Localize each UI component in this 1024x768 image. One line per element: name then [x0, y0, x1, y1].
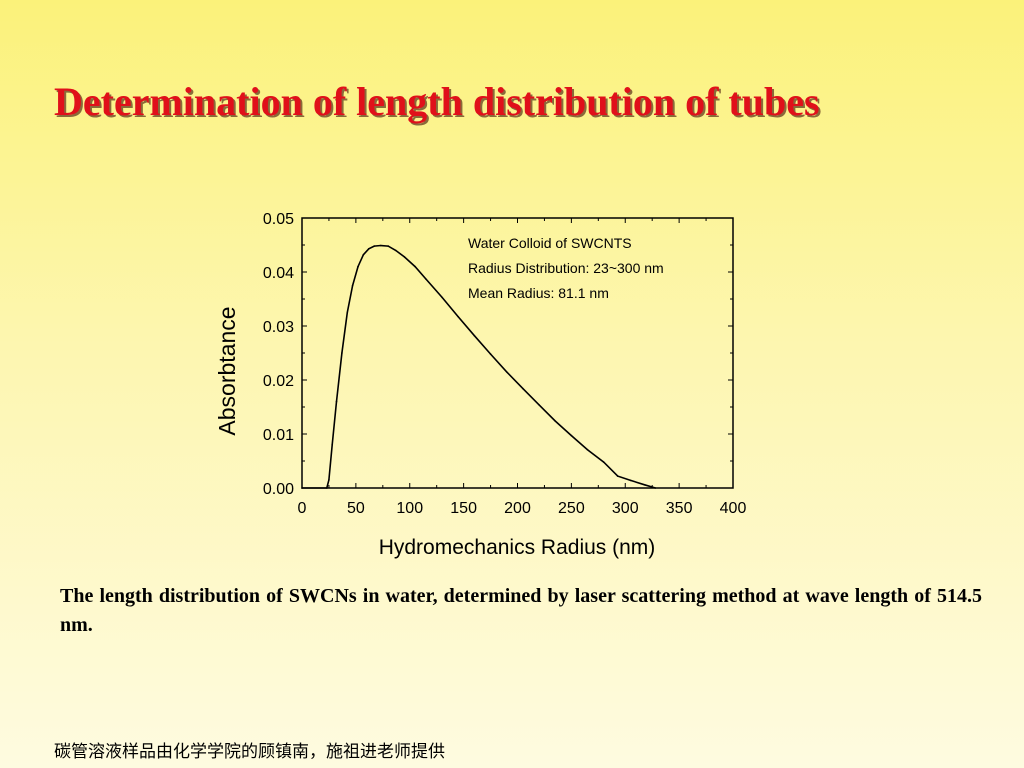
data-point: [554, 420, 556, 422]
curve-points: [301, 244, 657, 489]
data-point: [425, 278, 427, 280]
y-tick-label: 0.00: [263, 481, 294, 498]
absorbance-chart: 0 50 100 150 200 250 300 350 400 0.000.010.020.0…: [214, 211, 747, 559]
x-tick-label: 0: [298, 500, 307, 517]
y-tick-label: 0.05: [263, 211, 294, 228]
y-tick-label: 0.02: [263, 373, 294, 390]
y-tick-labels: 0.00 0.01 0.02 0.03 0.04 0.05: [263, 211, 294, 498]
data-point: [394, 249, 397, 252]
figure-caption: The length distribution of SWCNs in wate…: [60, 585, 982, 636]
x-tick-label: 50: [347, 500, 365, 517]
data-point: [602, 461, 605, 463]
y-tick-label: 0.03: [263, 319, 294, 336]
data-point: [441, 296, 443, 299]
x-tick-labels: 0 50 100 150 200 250 300 350 400: [298, 500, 747, 517]
data-point: [326, 487, 328, 489]
annotation-line-1: Water Colloid of SWCNTS: [468, 235, 632, 251]
data-point: [403, 256, 406, 258]
data-point: [357, 265, 359, 268]
data-point: [335, 400, 338, 403]
data-point: [379, 244, 382, 247]
plot-frame: [301, 217, 734, 489]
data-point: [331, 444, 334, 446]
data-point: [522, 387, 524, 390]
data-point: [654, 487, 657, 489]
acknowledgement-note: 碳管溶液样品由化学学院的顾镇南，施祖进老师提供: [54, 742, 445, 762]
data-point: [346, 311, 349, 314]
data-point: [341, 352, 343, 354]
data-point: [586, 448, 589, 451]
y-tick-label: 0.01: [263, 427, 294, 444]
data-point: [457, 316, 460, 318]
annotation-line-2: Radius Distribution: 23~300 nm: [468, 260, 664, 276]
x-tick-label: 200: [504, 500, 531, 517]
data-point: [473, 334, 476, 337]
x-tick-label: 150: [450, 500, 477, 517]
data-point: [629, 479, 632, 482]
slide-title: Determination of length distribution of …: [54, 79, 820, 124]
data-point: [328, 479, 330, 481]
x-tick-label: 300: [612, 500, 639, 517]
x-tick-label: 350: [666, 500, 693, 517]
data-point: [368, 248, 370, 250]
y-axis-label: Absorbtance: [214, 306, 240, 435]
data-point: [643, 484, 646, 486]
data-point: [362, 253, 365, 256]
x-tick-label: 100: [396, 500, 423, 517]
data-point: [505, 371, 508, 373]
data-point: [301, 487, 303, 489]
annotation-line-3: Mean Radius: 81.1 nm: [468, 285, 609, 301]
data-point: [373, 245, 376, 247]
data-point: [351, 284, 354, 287]
data-point: [414, 265, 416, 268]
axis-ticks: [301, 217, 734, 489]
data-point: [570, 434, 573, 437]
x-axis-label: Hydromechanics Radius (nm): [379, 536, 656, 559]
data-point: [616, 475, 619, 477]
data-point: [538, 404, 540, 406]
absorbance-curve: [302, 244, 656, 489]
data-point: [489, 353, 492, 355]
y-tick-label: 0.04: [263, 265, 294, 282]
data-point: [387, 245, 390, 247]
x-tick-label: 400: [720, 500, 747, 517]
x-tick-label: 250: [558, 500, 585, 517]
